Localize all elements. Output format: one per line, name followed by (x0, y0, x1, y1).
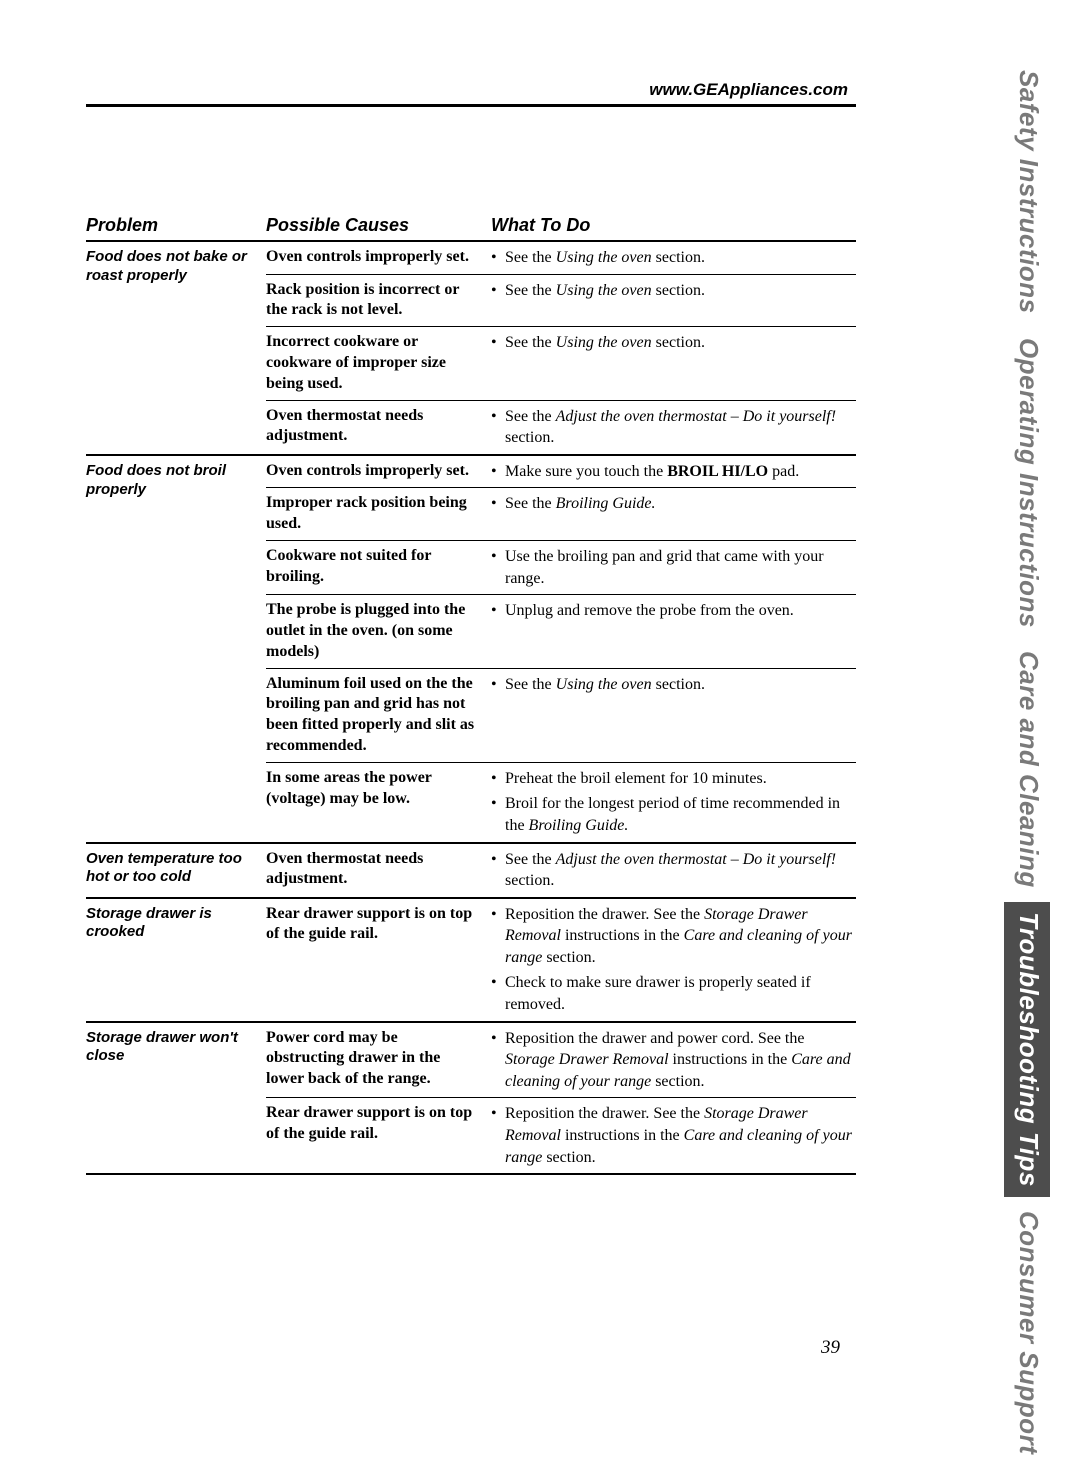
problem-group: Food does not bake or roast properlyOven… (86, 242, 856, 456)
problem-group: Oven temperature too hot or too coldOven… (86, 844, 856, 899)
table-row: The probe is plugged into the outlet in … (266, 595, 856, 668)
problem-group: Storage drawer is crookedRear drawer sup… (86, 899, 856, 1023)
bullet-item: See the Using the oven section. (491, 247, 856, 269)
group-body: Power cord may be obstructing drawer in … (266, 1023, 856, 1174)
problem-cell: Food does not bake or roast properly (86, 242, 266, 454)
cause-cell: Aluminum foil used on the the broiling p… (266, 674, 491, 757)
what-to-do-cell: See the Using the oven section. (491, 674, 856, 757)
table-row: Cookware not suited for broiling.Use the… (266, 541, 856, 595)
bullet-item: See the Broiling Guide. (491, 493, 856, 515)
problem-group: Storage drawer won't closePower cord may… (86, 1023, 856, 1176)
what-to-do-cell: Reposition the drawer and power cord. Se… (491, 1028, 856, 1093)
what-to-do-cell: See the Using the oven section. (491, 247, 856, 269)
cause-cell: Oven controls improperly set. (266, 461, 491, 483)
what-to-do-cell: Unplug and remove the probe from the ove… (491, 600, 856, 662)
bullet-item: See the Adjust the oven thermostat – Do … (491, 406, 856, 449)
page-content: www.GEAppliances.com Problem Possible Ca… (86, 80, 856, 1175)
group-body: Rear drawer support is on top of the gui… (266, 899, 856, 1021)
bullet-item: Reposition the drawer. See the Storage D… (491, 1103, 856, 1168)
what-to-do-cell: See the Broiling Guide. (491, 493, 856, 535)
side-tab[interactable]: Consumer Support (1004, 1201, 1050, 1464)
header-url: www.GEAppliances.com (86, 80, 856, 100)
bullet-item: See the Adjust the oven thermostat – Do … (491, 849, 856, 892)
problem-cell: Oven temperature too hot or too cold (86, 844, 266, 897)
table-row: Oven thermostat needs adjustment.See the… (266, 844, 856, 897)
cause-cell: Incorrect cookware or cookware of improp… (266, 332, 491, 394)
cause-cell: Rack position is incorrect or the rack i… (266, 280, 491, 322)
bullet-item: See the Using the oven section. (491, 280, 856, 302)
what-to-do-cell: Preheat the broil element for 10 minutes… (491, 768, 856, 837)
cause-cell: Cookware not suited for broiling. (266, 546, 491, 589)
what-to-do-cell: See the Using the oven section. (491, 332, 856, 394)
col-header-cause: Possible Causes (266, 215, 491, 236)
table-row: Oven controls improperly set.Make sure y… (266, 456, 856, 489)
bullet-item: Broil for the longest period of time rec… (491, 793, 856, 836)
table-row: Incorrect cookware or cookware of improp… (266, 327, 856, 400)
table-row: In some areas the power (voltage) may be… (266, 763, 856, 842)
cause-cell: Oven thermostat needs adjustment. (266, 406, 491, 449)
table-row: Aluminum foil used on the the broiling p… (266, 669, 856, 763)
col-header-what: What To Do (491, 215, 856, 236)
table-header-row: Problem Possible Causes What To Do (86, 215, 856, 242)
bullet-item: Reposition the drawer. See the Storage D… (491, 904, 856, 969)
table-row: Oven controls improperly set.See the Usi… (266, 242, 856, 275)
problem-cell: Food does not broil properly (86, 456, 266, 842)
what-to-do-cell: See the Using the oven section. (491, 280, 856, 322)
bullet-item: Check to make sure drawer is properly se… (491, 972, 856, 1015)
what-to-do-cell: Reposition the drawer. See the Storage D… (491, 904, 856, 1016)
page-number: 39 (821, 1337, 840, 1359)
divider (86, 104, 856, 107)
what-to-do-cell: Reposition the drawer. See the Storage D… (491, 1103, 856, 1168)
table-row: Improper rack position being used.See th… (266, 488, 856, 541)
what-to-do-cell: Make sure you touch the BROIL HI/LO pad. (491, 461, 856, 483)
bullet-item: See the Using the oven section. (491, 332, 856, 354)
problem-group: Food does not broil properlyOven control… (86, 456, 856, 844)
cause-cell: Oven controls improperly set. (266, 247, 491, 269)
table-row: Rear drawer support is on top of the gui… (266, 1098, 856, 1173)
bullet-item: Make sure you touch the BROIL HI/LO pad. (491, 461, 856, 483)
bullet-item: See the Using the oven section. (491, 674, 856, 696)
side-tab[interactable]: Safety Instructions (1004, 60, 1050, 324)
cause-cell: In some areas the power (voltage) may be… (266, 768, 491, 837)
bullet-item: Unplug and remove the probe from the ove… (491, 600, 856, 622)
table-row: Power cord may be obstructing drawer in … (266, 1023, 856, 1099)
group-body: Oven thermostat needs adjustment.See the… (266, 844, 856, 897)
what-to-do-cell: Use the broiling pan and grid that came … (491, 546, 856, 589)
side-tab[interactable]: Troubleshooting Tips (1004, 902, 1050, 1197)
cause-cell: Rear drawer support is on top of the gui… (266, 904, 491, 1016)
side-tabs: Safety InstructionsOperating Instruction… (1004, 60, 1050, 1260)
side-tab[interactable]: Care and Cleaning (1004, 641, 1050, 898)
problem-cell: Storage drawer won't close (86, 1023, 266, 1174)
col-header-problem: Problem (86, 215, 266, 236)
cause-cell: Improper rack position being used. (266, 493, 491, 535)
troubleshooting-table: Problem Possible Causes What To Do Food … (86, 215, 856, 1175)
cause-cell: Oven thermostat needs adjustment. (266, 849, 491, 892)
cause-cell: Power cord may be obstructing drawer in … (266, 1028, 491, 1093)
what-to-do-cell: See the Adjust the oven thermostat – Do … (491, 406, 856, 449)
group-body: Oven controls improperly set.Make sure y… (266, 456, 856, 842)
cause-cell: The probe is plugged into the outlet in … (266, 600, 491, 662)
problem-cell: Storage drawer is crooked (86, 899, 266, 1021)
side-tab[interactable]: Operating Instructions (1004, 328, 1050, 638)
cause-cell: Rear drawer support is on top of the gui… (266, 1103, 491, 1168)
group-body: Oven controls improperly set.See the Usi… (266, 242, 856, 454)
bullet-item: Use the broiling pan and grid that came … (491, 546, 856, 589)
table-row: Oven thermostat needs adjustment.See the… (266, 401, 856, 454)
what-to-do-cell: See the Adjust the oven thermostat – Do … (491, 849, 856, 892)
bullet-item: Reposition the drawer and power cord. Se… (491, 1028, 856, 1093)
table-row: Rear drawer support is on top of the gui… (266, 899, 856, 1021)
bullet-item: Preheat the broil element for 10 minutes… (491, 768, 856, 790)
table-row: Rack position is incorrect or the rack i… (266, 275, 856, 328)
